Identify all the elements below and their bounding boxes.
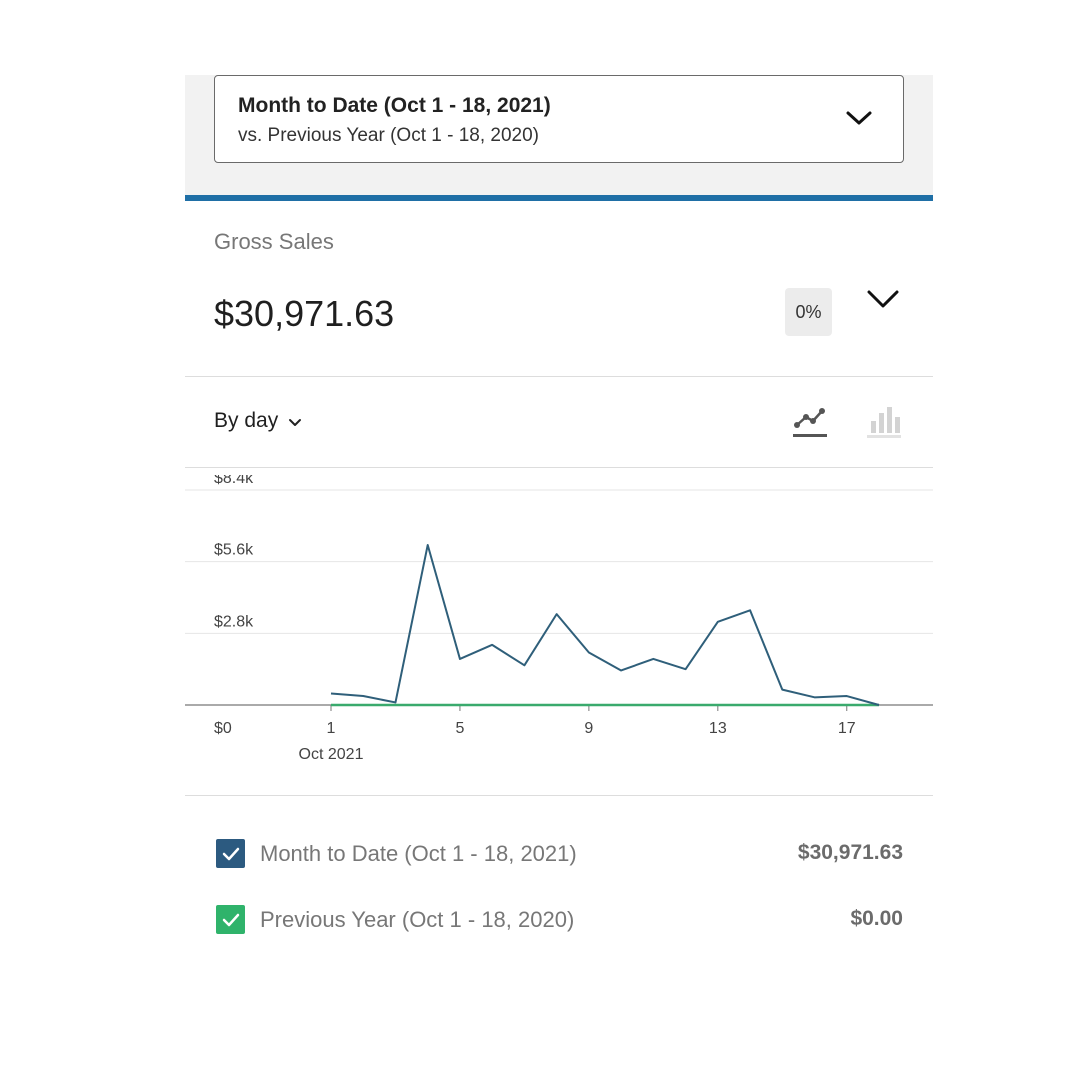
bar-chart-icon[interactable] [865, 403, 903, 441]
chevron-down-icon [289, 418, 302, 426]
divider [185, 467, 933, 468]
divider [185, 376, 933, 377]
granularity-dropdown[interactable]: By day [214, 409, 302, 433]
x-tick-label: 13 [709, 720, 727, 737]
series-line-current [330, 544, 880, 706]
legend-total: $30,971.63 [797, 841, 903, 864]
chevron-down-icon[interactable] [866, 288, 900, 310]
check-icon [222, 913, 239, 926]
x-tick-label: 17 [838, 720, 856, 737]
y-tick-label: $0 [214, 720, 232, 737]
accent-bar [185, 195, 933, 201]
divider [185, 795, 933, 796]
date-range-band: Month to Date (Oct 1 - 18, 2021) vs. Pre… [185, 75, 933, 197]
legend-item-current: Month to Date (Oct 1 - 18, 2021) $30,971… [216, 839, 906, 871]
x-tick-label: 5 [455, 720, 464, 737]
x-tick-label: 1 [327, 720, 336, 737]
y-tick-label: $2.8k [214, 613, 254, 630]
date-range-comparison: vs. Previous Year (Oct 1 - 18, 2020) [238, 125, 539, 146]
date-range-primary: Month to Date (Oct 1 - 18, 2021) [238, 94, 551, 117]
x-axis-sublabel: Oct 2021 [299, 746, 364, 763]
metric-value: $30,971.63 [214, 293, 395, 334]
chevron-down-icon[interactable] [845, 108, 873, 128]
sales-line-chart: $8.4k $5.6k $2.8k $0 1 5 9 13 17 Oct 2021 [185, 475, 933, 763]
legend-item-previous: Previous Year (Oct 1 - 18, 2020) $0.00 [216, 905, 906, 937]
check-icon [222, 847, 239, 860]
legend-total: $0.00 [850, 907, 903, 930]
change-badge: 0% [785, 288, 832, 336]
checkbox-current[interactable] [216, 839, 245, 868]
date-range-selector[interactable]: Month to Date (Oct 1 - 18, 2021) vs. Pre… [214, 75, 904, 163]
x-tick-label: 9 [584, 720, 593, 737]
y-tick-label: $5.6k [214, 542, 254, 559]
legend-label: Previous Year (Oct 1 - 18, 2020) [260, 907, 575, 932]
metric-label: Gross Sales [214, 229, 334, 254]
granularity-label: By day [214, 409, 279, 432]
sales-panel: Month to Date (Oct 1 - 18, 2021) vs. Pre… [185, 75, 933, 975]
checkbox-previous[interactable] [216, 905, 245, 934]
line-chart-icon[interactable] [791, 403, 829, 441]
y-tick-label: $8.4k [214, 475, 254, 487]
legend-label: Month to Date (Oct 1 - 18, 2021) [260, 841, 577, 866]
